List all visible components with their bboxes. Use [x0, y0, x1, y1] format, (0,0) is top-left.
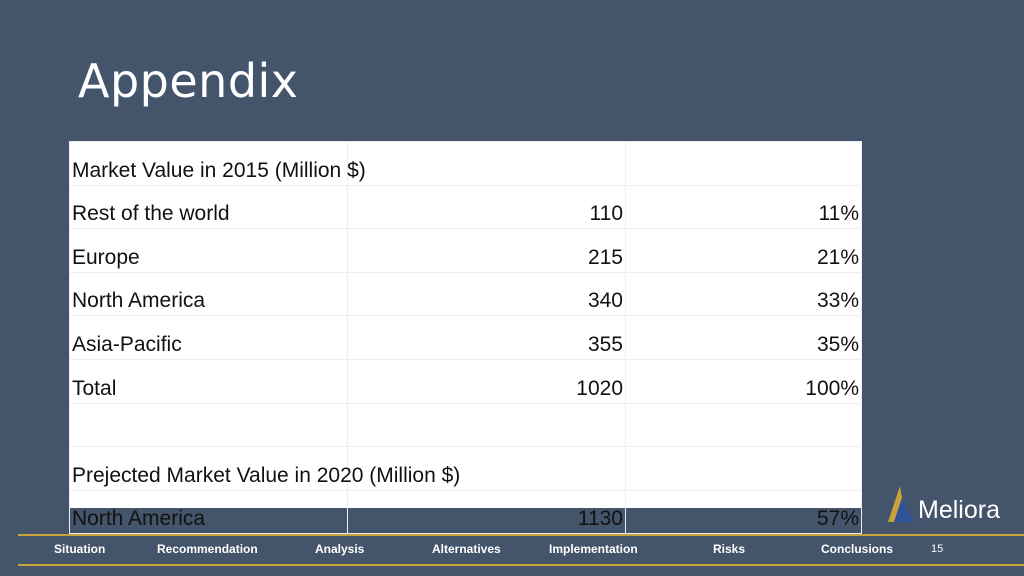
row-label: Rest of the world: [69, 184, 348, 230]
row-label: North America: [69, 271, 348, 317]
footer-divider-top: [18, 534, 1024, 536]
row-percent: [625, 402, 862, 448]
row-value: 355: [347, 315, 626, 360]
footer-nav: Situation Recommendation Analysis Altern…: [18, 537, 924, 563]
row-value: 215: [347, 228, 626, 273]
nav-implementation[interactable]: Implementation: [549, 542, 638, 556]
table-row: Europe 215 21%: [69, 228, 862, 273]
table-row: North America 1130 57%: [69, 489, 862, 535]
row-label: Asia-Pacific: [69, 315, 348, 360]
row-label: North America: [69, 489, 348, 535]
nav-conclusions[interactable]: Conclusions: [821, 542, 894, 556]
row-value: 340: [347, 271, 626, 317]
meliora-logo-icon: [888, 486, 914, 522]
row-percent: [625, 446, 862, 491]
row-percent: 57%: [625, 489, 862, 535]
row-value: 1130: [347, 489, 626, 535]
row-value: [347, 402, 626, 448]
data-table: Market Value in 2015 (Million $) Rest of …: [69, 141, 862, 535]
nav-recommendation[interactable]: Recommendation: [157, 542, 258, 556]
row-label: [69, 402, 348, 448]
row-label: Prejected Market Value in 2020 (Million …: [69, 446, 460, 491]
row-percent: 35%: [625, 315, 862, 360]
row-label: Total: [69, 358, 348, 404]
nav-alternatives[interactable]: Alternatives: [432, 542, 501, 556]
logo-text: Meliora: [918, 496, 1000, 524]
nav-risks[interactable]: Risks: [713, 542, 746, 556]
table-row: Market Value in 2015 (Million $): [69, 141, 862, 186]
row-percent: 11%: [625, 184, 862, 230]
table-row: Rest of the world 110 11%: [69, 184, 862, 230]
row-value: 1020: [347, 358, 626, 404]
table-row: North America 340 33%: [69, 271, 862, 317]
nav-situation[interactable]: Situation: [54, 542, 106, 556]
table-row: [69, 402, 862, 448]
footer-divider-bottom: [18, 564, 1024, 566]
row-percent: 21%: [625, 228, 862, 273]
market-value-table: Market Value in 2015 (Million $) Rest of …: [69, 141, 862, 535]
row-percent: [625, 141, 862, 186]
table-row: Asia-Pacific 355 35%: [69, 315, 862, 360]
nav-analysis[interactable]: Analysis: [315, 542, 365, 556]
row-label: Europe: [69, 228, 348, 273]
row-value: [347, 141, 626, 186]
table-row: Total 1020 100%: [69, 358, 862, 404]
page-number: 15: [931, 543, 944, 555]
slide-title: Appendix: [78, 54, 299, 108]
row-label: Market Value in 2015 (Million $): [69, 141, 366, 186]
meliora-logo: Meliora: [886, 486, 1000, 524]
row-percent: 100%: [625, 358, 862, 404]
table-row: Prejected Market Value in 2020 (Million …: [69, 446, 862, 491]
row-value: 110: [347, 184, 626, 230]
row-percent: 33%: [625, 271, 862, 317]
